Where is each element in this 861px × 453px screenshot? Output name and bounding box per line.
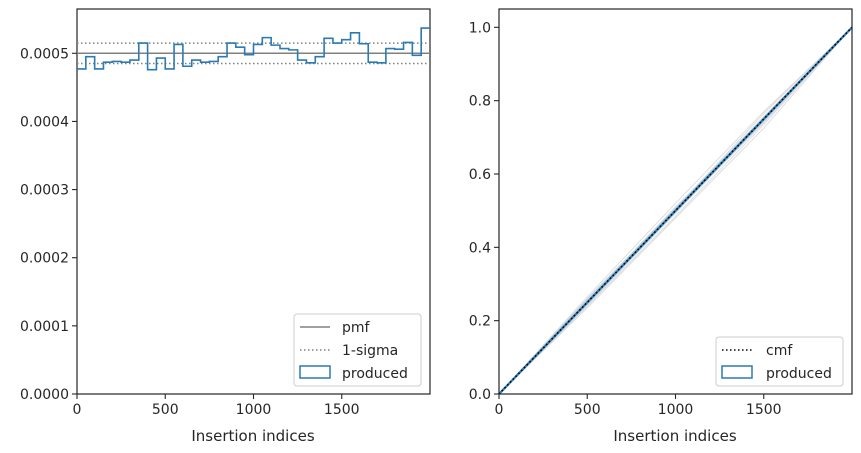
- pmf-y-tick-label: 0.0002: [20, 251, 69, 267]
- legend-produced-swatch: [299, 365, 331, 379]
- cmf-x-axis-title: Insertion indices: [613, 427, 736, 445]
- cmf-legend-box: [715, 336, 844, 387]
- pmf-y-tick-label: 0.0004: [20, 114, 69, 130]
- series-cmf-line: [498, 26, 853, 395]
- pmf-x-axis-title: Insertion indices: [191, 427, 314, 445]
- cmf-y-tick-label: 0.0: [469, 387, 491, 403]
- cmf-y-tick-label: 0.6: [469, 167, 491, 183]
- pmf-legend-box: [293, 313, 422, 387]
- pmf-y-tick-label: 0.0000: [20, 387, 69, 403]
- cmf-y-tick-label: 0.8: [469, 94, 491, 110]
- cmf-x-tick-label: 500: [574, 402, 601, 418]
- cmf-background-curve: [498, 26, 853, 395]
- pmf-legend: pmf 1-sigma produced: [293, 313, 422, 387]
- legend-produced-label: produced: [342, 366, 408, 382]
- cmf-background-curve: [498, 26, 853, 395]
- cmf-x-tick-label: 1000: [658, 402, 694, 418]
- cmf-x-tick-label: 0: [495, 402, 504, 418]
- legend-cmf-produced-swatch: [721, 365, 753, 379]
- pmf-y-ticks: 0.0000 0.0001 0.0002 0.0003 0.0004 0.0005: [20, 46, 77, 403]
- cmf-y-tick-label: 0.4: [469, 240, 491, 256]
- pmf-x-tick-label: 1000: [236, 402, 272, 418]
- cmf-y-tick-label: 0.2: [469, 314, 491, 330]
- cmf-panel: 0 500 1000 1500 0.0 0.2 0.4 0.6 0.8 1.0 Insertio…: [469, 8, 853, 445]
- legend-cmf-label: cmf: [766, 343, 793, 359]
- cmf-legend: cmf produced: [715, 336, 844, 387]
- cmf-x-ticks: 0 500 1000 1500: [495, 394, 782, 418]
- pmf-x-ticks: 0 500 1000 1500: [73, 394, 360, 418]
- pmf-y-tick-label: 0.0005: [20, 46, 69, 62]
- pmf-y-tick-label: 0.0001: [20, 319, 69, 335]
- legend-1-sigma-label: 1-sigma: [342, 343, 398, 359]
- cmf-series: [498, 26, 853, 395]
- pmf-x-tick-label: 1500: [324, 402, 360, 418]
- cmf-y-tick-label: 1.0: [469, 20, 491, 36]
- series-produced-step-line: [77, 27, 430, 71]
- legend-cmf-produced-label: produced: [766, 366, 832, 382]
- pmf-panel: 0 500 1000 1500 0.00000.00010.00020.00030.0…: [20, 8, 431, 445]
- legend-pmf-label: pmf: [342, 320, 371, 336]
- cmf-background-curve: [498, 27, 853, 395]
- cmf-y-ticks: 0.0 0.2 0.4 0.6 0.8 1.0: [469, 20, 499, 403]
- pmf-series: [77, 27, 430, 71]
- pmf-y-tick-label: 0.0003: [20, 183, 69, 199]
- pmf-x-tick-label: 500: [152, 402, 179, 418]
- pmf-x-tick-label: 0: [73, 402, 82, 418]
- cmf-x-tick-label: 1500: [746, 402, 782, 418]
